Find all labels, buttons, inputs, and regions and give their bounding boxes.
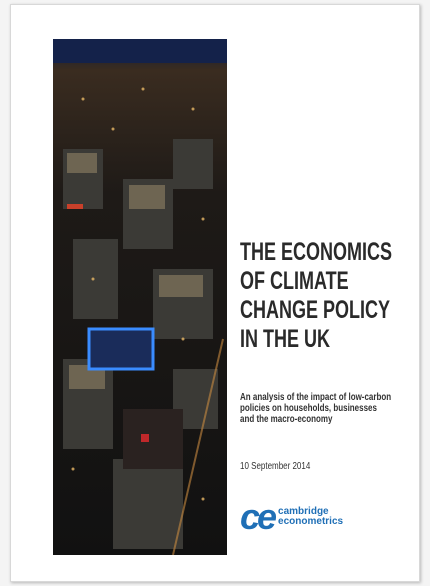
- subtitle: An analysis of the impact of low-carbon …: [240, 392, 391, 425]
- logo-mark: ce: [240, 499, 274, 535]
- title-line: OF CLIMATE: [240, 267, 392, 296]
- title-line: CHANGE POLICY: [240, 296, 392, 325]
- cover-photo: [53, 39, 227, 555]
- subtitle-line: policies on households, businesses: [240, 403, 391, 414]
- title-line: THE ECONOMICS: [240, 238, 392, 267]
- cover-page: THE ECONOMICS OF CLIMATE CHANGE POLICY I…: [10, 4, 420, 582]
- logo-name: cambridge econometrics: [278, 507, 343, 527]
- title-line: IN THE UK: [240, 325, 392, 354]
- title: THE ECONOMICS OF CLIMATE CHANGE POLICY I…: [240, 238, 392, 354]
- subtitle-line: An analysis of the impact of low-carbon: [240, 392, 391, 403]
- subtitle-line: and the macro-economy: [240, 414, 391, 425]
- page-root: THE ECONOMICS OF CLIMATE CHANGE POLICY I…: [0, 0, 430, 586]
- date: 10 September 2014: [240, 461, 310, 472]
- logo-name-line: econometrics: [278, 517, 343, 527]
- logo: ce cambridge econometrics: [240, 499, 343, 535]
